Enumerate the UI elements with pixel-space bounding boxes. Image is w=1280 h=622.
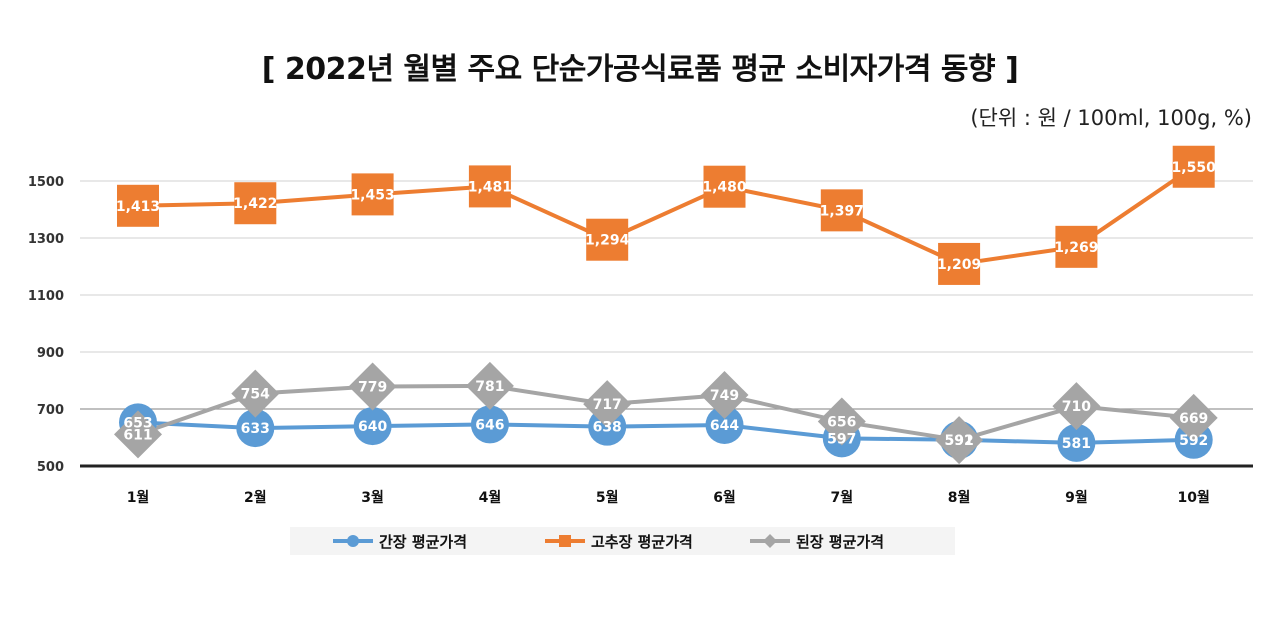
data-label: 669	[1179, 411, 1208, 427]
x-tick-label: 8월	[948, 489, 971, 506]
data-labels: 653 633 640 646 638 644 597 592 581 592 1,413 1,422…	[116, 160, 1216, 452]
legend-background	[290, 527, 955, 555]
data-label: 653	[123, 415, 152, 431]
data-point	[348, 362, 397, 411]
data-label: 749	[710, 388, 739, 404]
data-point	[465, 361, 514, 410]
data-point	[234, 182, 277, 225]
data-label: 1,550	[1172, 160, 1217, 176]
data-label: 646	[475, 417, 504, 433]
data-label: 1,481	[468, 179, 512, 195]
y-tick-label: 900	[37, 346, 64, 361]
series-line	[137, 383, 1194, 443]
data-point	[1052, 382, 1101, 431]
legend-marker	[559, 535, 571, 547]
x-tick-label: 3월	[361, 489, 384, 506]
x-axis: 1월 2월 3월 4월 5월 6월 7월 8월 9월 10월	[127, 489, 1210, 506]
y-tick-label: 1100	[28, 289, 64, 304]
data-point	[703, 165, 746, 208]
data-point	[583, 380, 632, 429]
data-point	[114, 410, 162, 459]
data-point	[353, 407, 392, 446]
legend-label: 간장 평균가격	[379, 533, 467, 551]
series-line	[137, 420, 1194, 445]
data-point	[351, 173, 394, 216]
data-label: 633	[241, 421, 270, 437]
data-label: 611	[123, 427, 152, 443]
data-point	[705, 405, 744, 444]
legend-label: 고추장 평균가격	[591, 533, 693, 551]
data-label: 1,480	[702, 180, 747, 196]
data-point	[117, 184, 159, 227]
data-label: 644	[710, 418, 739, 434]
data-label: 592	[1179, 433, 1208, 449]
x-tick-label: 5월	[596, 489, 619, 506]
data-label: 656	[827, 415, 856, 431]
series-markers	[114, 145, 1218, 465]
data-point	[817, 397, 866, 446]
x-tick-label: 1월	[127, 489, 150, 506]
y-tick-label: 1500	[28, 175, 64, 190]
data-label: 581	[1062, 436, 1091, 452]
data-label: 781	[475, 379, 504, 395]
data-point	[935, 416, 984, 465]
data-label: 779	[358, 379, 387, 395]
y-axis: 500 700 900 1100 1300 1500	[28, 175, 64, 475]
x-tick-label: 7월	[830, 489, 853, 506]
data-point	[1057, 423, 1096, 462]
data-point	[470, 405, 509, 444]
data-point	[1169, 393, 1218, 442]
x-tick-label: 9월	[1065, 489, 1088, 506]
data-label: 638	[593, 420, 622, 436]
y-tick-label: 500	[37, 460, 64, 475]
data-label: 592	[944, 433, 973, 449]
data-label: 1,269	[1054, 240, 1098, 256]
data-label: 1,397	[820, 203, 864, 219]
data-point	[1172, 145, 1215, 188]
data-label: 1,294	[585, 233, 630, 249]
x-tick-label: 10월	[1178, 489, 1210, 506]
y-tick-label: 1300	[28, 232, 64, 247]
legend-label: 된장 평균가격	[796, 533, 884, 551]
data-label: 1,422	[233, 196, 277, 212]
data-point	[231, 369, 280, 418]
data-label: 597	[827, 431, 856, 447]
data-label: 717	[593, 397, 622, 413]
y-tick-label: 700	[37, 403, 64, 418]
series-lines	[137, 165, 1195, 445]
data-point	[938, 242, 981, 285]
series-line	[137, 165, 1195, 266]
data-label: 1,209	[937, 257, 981, 273]
data-point	[468, 165, 511, 208]
data-point	[820, 189, 863, 232]
gridlines	[80, 180, 1253, 468]
data-point	[1055, 225, 1098, 268]
x-tick-label: 6월	[713, 489, 736, 506]
data-point	[700, 371, 749, 420]
data-point	[586, 218, 629, 261]
chart-title: [ 2022년 월별 주요 단순가공식료품 평균 소비자가격 동향 ]	[261, 52, 1019, 87]
data-label: 710	[1062, 399, 1091, 415]
legend-marker	[763, 534, 777, 548]
data-label: 754	[241, 387, 270, 403]
data-point	[236, 409, 275, 448]
legend-marker	[347, 535, 359, 547]
data-label: 591	[944, 433, 973, 449]
unit-label: (단위 : 원 / 100ml, 100g, %)	[970, 106, 1252, 130]
x-tick-label: 4월	[479, 489, 502, 506]
data-label: 1,413	[116, 199, 160, 215]
data-label: 1,453	[350, 187, 394, 203]
data-label: 640	[358, 419, 387, 435]
x-tick-label: 2월	[244, 489, 267, 506]
legend: 간장 평균가격 고추장 평균가격 된장 평균가격	[290, 527, 955, 555]
